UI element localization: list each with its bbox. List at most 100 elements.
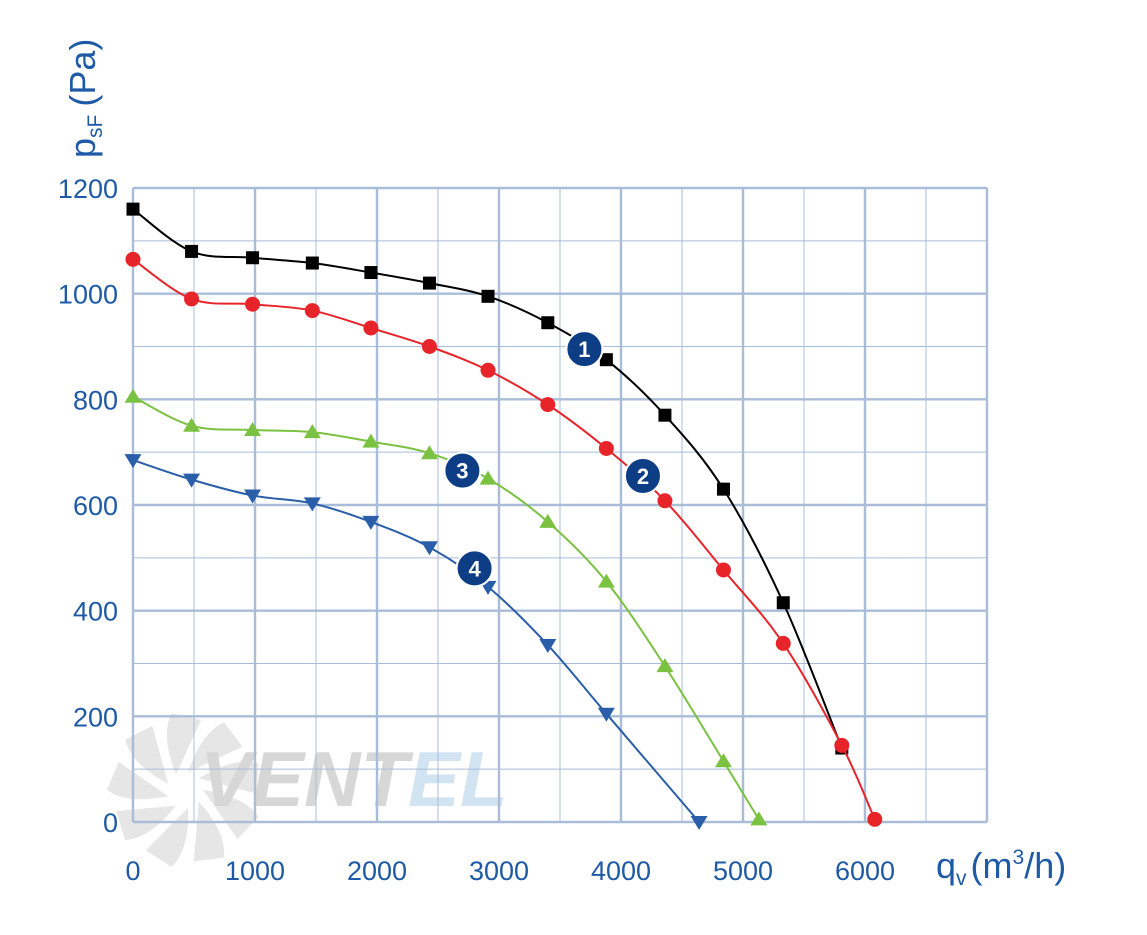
series-1-point [305, 256, 319, 270]
fan-blade [193, 801, 225, 862]
series-2-point [867, 811, 883, 827]
series-4-point [124, 454, 142, 469]
series-2-point [125, 251, 141, 267]
y-tick-label: 1000 [58, 280, 118, 310]
series-1-point [364, 266, 378, 280]
logo-text-accent: EL [408, 735, 508, 823]
x-tick-label: 6000 [835, 856, 895, 886]
chart-grid [131, 186, 989, 824]
series-1-point [481, 289, 495, 303]
y-tick-label: 0 [103, 808, 118, 838]
series-1-point [541, 316, 555, 330]
x-axis-subscript: v [956, 867, 967, 890]
badge-2-circle [623, 456, 662, 495]
x-tick-label: 1000 [225, 856, 285, 886]
series-4-point [362, 515, 380, 530]
badge-1-circle [565, 330, 604, 369]
series-2-point [363, 320, 379, 336]
series-1-point [776, 596, 790, 610]
series-3-point [362, 433, 380, 448]
series-1-point [185, 244, 199, 258]
y-tick-label: 600 [73, 491, 118, 521]
series-2-point [245, 296, 261, 312]
series-2-point [598, 440, 614, 456]
series-2-point [775, 635, 791, 651]
badge-2-label: 2 [637, 464, 649, 489]
series-3-point [656, 658, 674, 673]
series-4-point [183, 473, 201, 488]
series-1-point [246, 251, 260, 265]
y-axis-unit: (Pa) [62, 39, 103, 107]
badge-2: 2 [623, 456, 662, 495]
badge-1-label: 1 [578, 337, 590, 362]
fan-blade [107, 761, 169, 800]
series-layer [124, 202, 883, 830]
series-4-point [597, 707, 615, 722]
series-4-point [420, 541, 438, 556]
series-2-point [184, 291, 200, 307]
logo-text: VENTEL [200, 735, 508, 823]
series-1-point [422, 276, 436, 290]
series-4-point [539, 639, 557, 654]
badge-3-circle [443, 451, 482, 490]
series-3-point [244, 421, 262, 436]
y-axis-subscript: sF [84, 115, 107, 138]
x-tick-label: 5000 [713, 856, 773, 886]
series-3-point [539, 513, 557, 528]
fan-blade [188, 722, 243, 773]
x-axis-unit-pre: (m [971, 845, 1013, 886]
series-4-point [690, 816, 708, 830]
series-3-point [714, 753, 732, 768]
series-3-point [597, 573, 615, 588]
series-1-point [716, 482, 730, 496]
series-2-point [657, 493, 673, 509]
series-4-point [303, 497, 321, 512]
badge-4-label: 4 [468, 556, 481, 581]
series-3-point [420, 445, 438, 460]
x-tick-label: 0 [125, 856, 140, 886]
series-3-point [303, 424, 321, 439]
logo-text-main: VENT [200, 735, 414, 823]
x-tick-label: 4000 [591, 856, 651, 886]
series-1-point [599, 353, 613, 367]
series-2-point [304, 303, 320, 319]
x-tick-label: 2000 [347, 856, 407, 886]
x-axis-symbol: q [936, 845, 956, 886]
y-tick-label: 400 [73, 597, 118, 627]
y-tick-label: 1200 [58, 174, 118, 204]
series-3-point [124, 388, 142, 403]
x-axis-label: qv (m3/h) [936, 845, 1066, 890]
badge-4-circle [455, 549, 494, 588]
x-axis-unit-post: /h) [1024, 845, 1066, 886]
y-tick-label: 200 [73, 702, 118, 732]
series-3-point [183, 417, 201, 432]
fan-blade [166, 713, 202, 775]
fan-blade [203, 790, 259, 840]
ventel-logo-watermark: VENTEL [107, 713, 508, 867]
series-1-point [658, 408, 672, 422]
badge-3: 3 [443, 451, 482, 490]
badge-1: 1 [565, 330, 604, 369]
x-axis-ticks: 0 1000 2000 3000 4000 5000 6000 [125, 856, 895, 886]
series-3-point [479, 470, 497, 485]
series-4-point [244, 489, 262, 504]
series-3 [124, 388, 768, 826]
series-2-point [715, 562, 731, 578]
series-3-point [750, 811, 768, 826]
y-axis-ticks: 0 200 400 600 800 1000 1200 [58, 174, 118, 838]
x-axis-unit-sup: 3 [1013, 846, 1025, 869]
series-1-point [126, 202, 140, 216]
badge-4: 4 [455, 549, 494, 588]
series-badges: 1 2 3 4 [443, 330, 662, 588]
series-2-point [421, 339, 437, 354]
series-2-point [480, 362, 496, 378]
y-tick-label: 800 [73, 385, 118, 415]
series-2-point [540, 397, 556, 413]
x-tick-label: 3000 [469, 856, 529, 886]
series-2-point [834, 737, 850, 753]
badge-3-label: 3 [456, 459, 468, 484]
y-axis-symbol: p [62, 138, 103, 158]
y-axis-label: psF (Pa) [62, 39, 107, 158]
series-4 [124, 454, 708, 830]
